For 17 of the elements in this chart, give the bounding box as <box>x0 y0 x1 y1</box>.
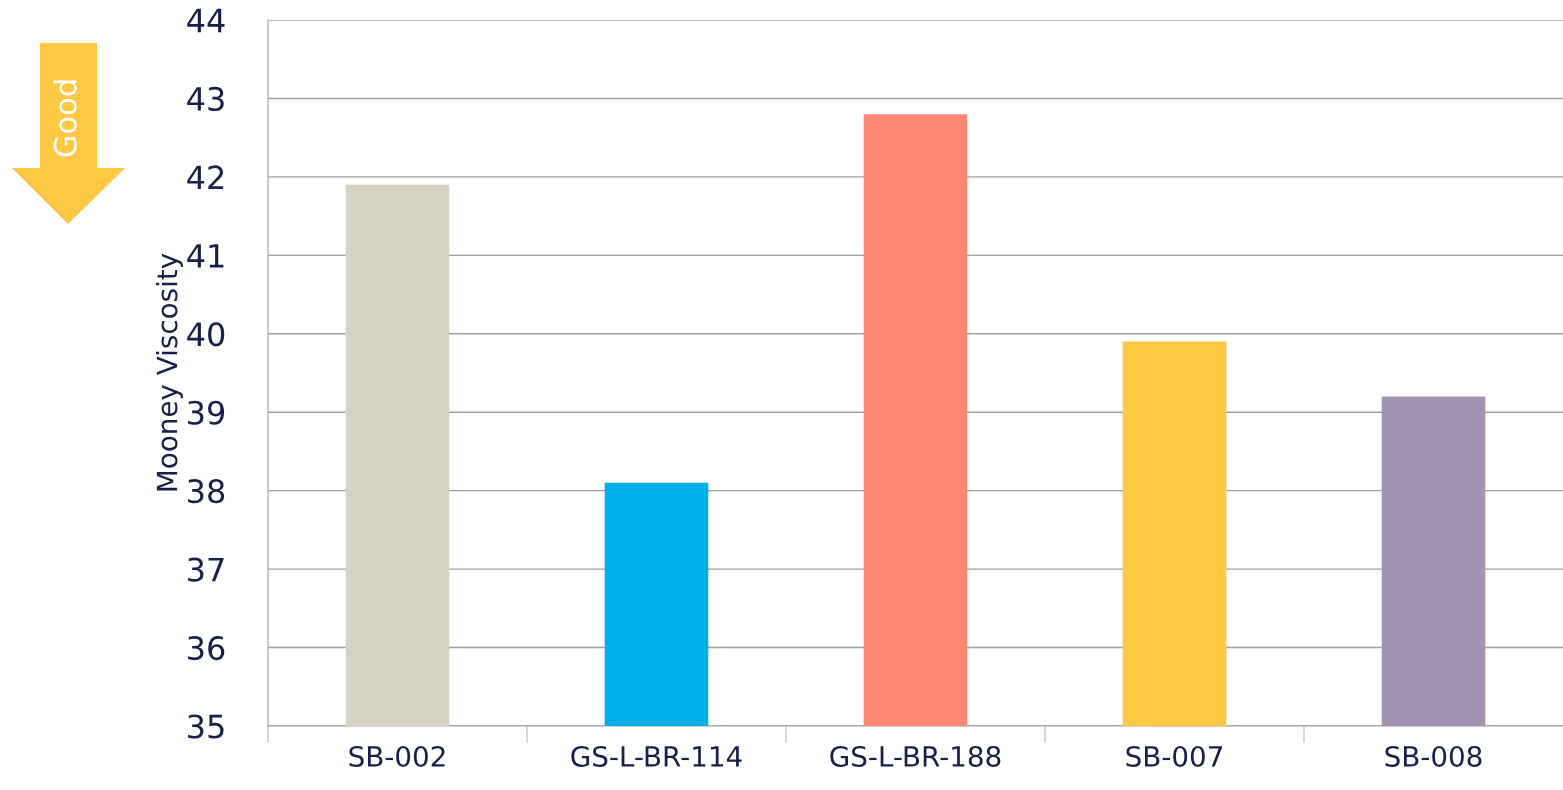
x-tick-label: SB-008 <box>1385 745 1482 767</box>
x-tick-label: SB-007 <box>1126 745 1222 767</box>
y-tick-label: 38 <box>188 479 225 504</box>
x-tick-label: GS-L-BR-188 <box>830 745 1001 767</box>
text: Good <box>53 80 77 157</box>
x-tick-label: GS-L-BR-114 <box>571 745 742 767</box>
y-tick-label: 42 <box>187 165 224 190</box>
y-axis-title: Mooney Viscosity <box>156 253 183 491</box>
y-tick-label: 43 <box>187 86 224 112</box>
y-tick-label: 44 <box>187 8 225 33</box>
y-tick-label: 36 <box>188 635 225 661</box>
y-tick-label: 41 <box>187 244 224 268</box>
y-tick-label: 37 <box>188 557 224 582</box>
y-tick-label: 39 <box>188 400 225 425</box>
x-tick-label: SB-002 <box>349 745 445 767</box>
y-tick-label: 35 <box>188 714 224 739</box>
y-tick-label: 40 <box>187 322 225 347</box>
